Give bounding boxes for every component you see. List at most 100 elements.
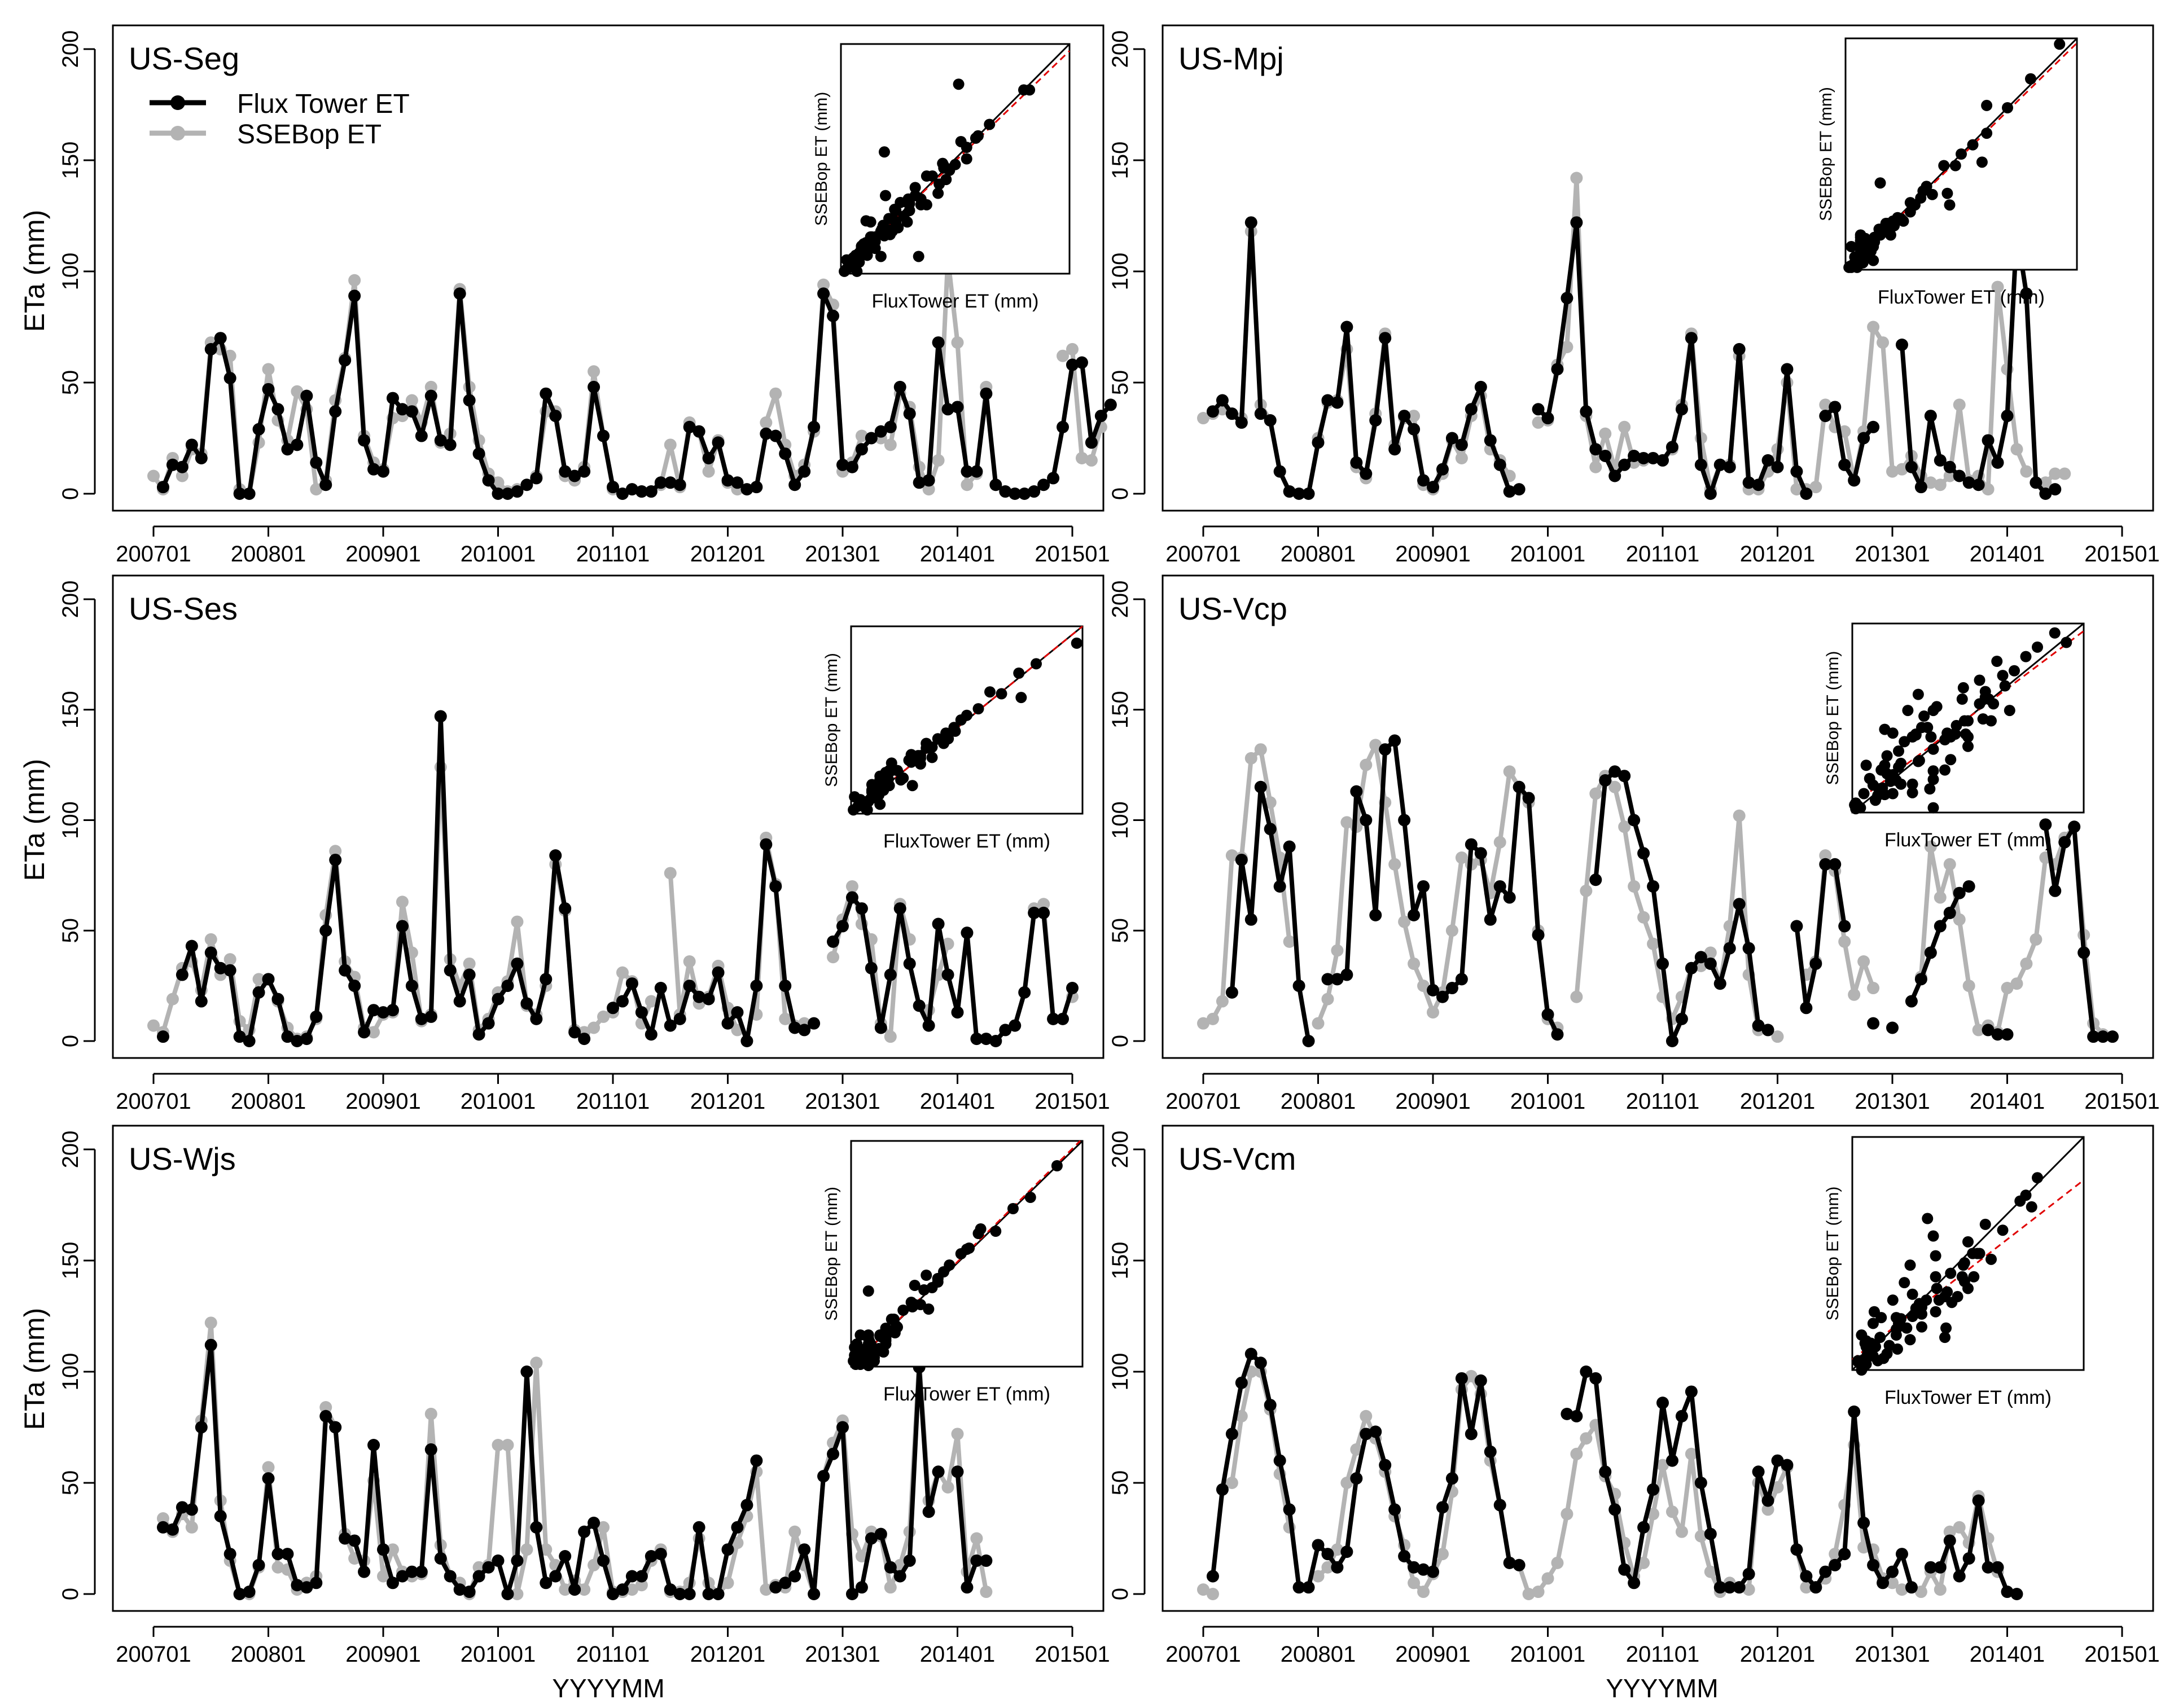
x-tick-label: 200801 xyxy=(231,1642,306,1667)
data-point xyxy=(549,410,562,422)
data-point xyxy=(588,365,600,377)
data-point xyxy=(1475,381,1487,393)
inset-point xyxy=(1879,724,1890,735)
data-point xyxy=(1283,1503,1296,1516)
data-point xyxy=(454,995,466,1008)
inset-point xyxy=(927,752,938,763)
data-point xyxy=(530,1521,542,1534)
data-point xyxy=(406,394,418,407)
data-point xyxy=(444,964,457,977)
data-point xyxy=(1475,847,1487,859)
inset-y-label: SSEBop ET (mm) xyxy=(822,1187,841,1321)
data-point xyxy=(788,478,801,491)
data-point xyxy=(473,1570,485,1582)
data-point xyxy=(1494,836,1506,849)
data-point xyxy=(1513,781,1526,793)
data-point xyxy=(176,969,189,981)
inset-x-label: FluxTower ET (mm) xyxy=(883,1384,1050,1405)
inset-point xyxy=(852,801,864,812)
data-point xyxy=(463,1586,476,1598)
x-tick-label: 200901 xyxy=(345,542,420,567)
inset-point xyxy=(876,223,888,235)
data-point xyxy=(329,405,341,418)
data-point xyxy=(1465,838,1478,851)
inset-point xyxy=(955,714,967,726)
inset-scatter: FluxTower ET (mm)SSEBop ET (mm) xyxy=(1817,38,2077,308)
data-point xyxy=(1934,1583,1947,1596)
data-point xyxy=(645,485,658,498)
y-tick-label: 100 xyxy=(1108,1353,1133,1391)
data-point xyxy=(530,472,542,484)
data-point xyxy=(1618,459,1631,471)
data-point xyxy=(1925,410,1937,422)
data-point xyxy=(884,1030,897,1043)
data-point xyxy=(884,438,897,451)
data-point xyxy=(1618,770,1631,782)
inset-point xyxy=(944,1259,955,1271)
inset-point xyxy=(1855,232,1866,243)
inset-point xyxy=(869,1346,880,1358)
x-tick-label: 201501 xyxy=(1035,1642,1110,1667)
x-tick-label: 201001 xyxy=(461,1089,536,1114)
data-point xyxy=(1857,1517,1870,1529)
data-point xyxy=(444,438,457,451)
data-point xyxy=(1790,466,1803,478)
data-point xyxy=(1570,1448,1583,1460)
data-point xyxy=(157,481,169,493)
data-point xyxy=(2058,468,2071,480)
inset-point xyxy=(863,1333,874,1344)
inset-point xyxy=(1878,1353,1889,1364)
inset-point xyxy=(2032,1172,2043,1183)
inset-point xyxy=(909,1299,921,1310)
inset-point xyxy=(1930,1271,1941,1283)
inset-point xyxy=(961,153,972,165)
legend-ssebop-label: SSEBop ET xyxy=(237,120,382,150)
inset-point xyxy=(1895,1313,1906,1324)
inset-point xyxy=(1924,783,1935,794)
inset-point xyxy=(2032,642,2043,653)
inset-point xyxy=(1051,1160,1063,1171)
data-point xyxy=(435,1552,447,1565)
data-point xyxy=(1398,814,1410,827)
data-point xyxy=(224,1548,236,1560)
data-point xyxy=(1637,911,1650,924)
y-tick-label: 100 xyxy=(58,253,83,291)
data-point xyxy=(664,867,677,879)
data-point xyxy=(1436,463,1449,476)
data-point xyxy=(1465,1428,1478,1440)
data-point xyxy=(884,421,897,433)
inset-point xyxy=(1879,759,1890,771)
data-point xyxy=(396,920,409,932)
data-point xyxy=(1829,858,1841,871)
data-point xyxy=(1340,1545,1353,1558)
y-tick-label: 150 xyxy=(1108,1242,1133,1280)
data-point xyxy=(1724,942,1736,955)
data-point xyxy=(1618,421,1631,433)
data-point xyxy=(980,1555,992,1567)
data-point xyxy=(1656,454,1669,467)
data-point xyxy=(808,421,820,433)
inset-point xyxy=(875,251,887,262)
inset-x-label: FluxTower ET (mm) xyxy=(1884,829,2052,851)
data-point xyxy=(2030,933,2042,946)
data-point xyxy=(779,447,791,460)
data-point xyxy=(1762,1024,1774,1036)
inset-point xyxy=(1031,658,1042,669)
inset-point xyxy=(1893,745,1904,757)
inset-point xyxy=(2002,102,2013,113)
inset-point xyxy=(973,703,984,714)
inset-point xyxy=(1934,1294,1945,1306)
inset-point xyxy=(1913,689,1924,700)
data-point xyxy=(769,430,782,442)
data-point xyxy=(1561,1508,1573,1520)
data-point xyxy=(635,1006,648,1018)
data-point xyxy=(387,392,399,405)
data-point xyxy=(712,436,725,449)
x-tick-label: 201201 xyxy=(690,1642,765,1667)
data-point xyxy=(1963,1552,1975,1565)
data-point xyxy=(214,1510,227,1522)
data-point xyxy=(1905,1581,1918,1593)
data-point xyxy=(358,434,370,446)
data-point xyxy=(1877,336,1889,349)
inset-x-label: FluxTower ET (mm) xyxy=(1878,287,2045,308)
